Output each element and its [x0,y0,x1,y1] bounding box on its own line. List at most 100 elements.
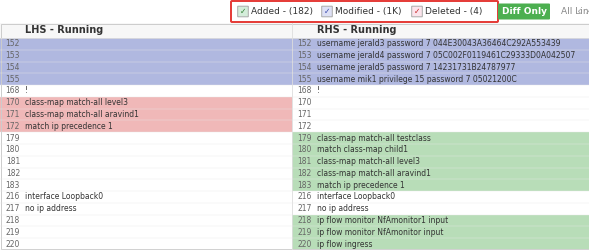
FancyBboxPatch shape [498,4,550,20]
Text: ✓: ✓ [324,7,330,16]
Text: match ip precedence 1: match ip precedence 1 [25,122,112,131]
Text: !: ! [25,86,28,96]
Text: 219: 219 [297,228,312,237]
Text: !: ! [316,86,320,96]
Bar [292,226,589,238]
Text: 179: 179 [297,134,312,142]
Bar [0,62,292,73]
Text: All Lines: All Lines [561,7,589,16]
Text: 182: 182 [6,169,20,178]
FancyBboxPatch shape [231,1,498,22]
Text: 172: 172 [297,122,312,131]
Text: match ip precedence 1: match ip precedence 1 [316,181,404,190]
Bar [292,38,589,50]
Text: class-map match-all testclass: class-map match-all testclass [316,134,431,142]
Text: 182: 182 [297,169,312,178]
Text: match class-map child1: match class-map child1 [316,146,408,154]
Bar [0,50,292,62]
Text: 171: 171 [297,110,312,119]
Text: username jerald4 password 7 05C002F0119461C29333D0A042507: username jerald4 password 7 05C002F01194… [316,51,575,60]
Bar [292,109,589,120]
Text: 172: 172 [6,122,20,131]
Text: 153: 153 [297,51,312,60]
Bar [0,120,292,132]
Bar [0,109,292,120]
Text: class-map match-all level3: class-map match-all level3 [316,157,419,166]
Text: interface Loopback0: interface Loopback0 [316,192,395,202]
Bar [0,203,292,215]
Bar [292,203,589,215]
Text: 220: 220 [6,240,20,248]
Text: ip flow monitor NfAmonitor1 input: ip flow monitor NfAmonitor1 input [316,216,448,225]
Text: Modified - (1K): Modified - (1K) [335,7,402,16]
Bar [292,238,589,250]
Text: no ip address: no ip address [316,204,368,213]
Text: username mik1 privilege 15 password 7 05021200C: username mik1 privilege 15 password 7 05… [316,75,517,84]
Text: 183: 183 [6,181,20,190]
Bar [292,179,589,191]
Text: 181: 181 [297,157,312,166]
Text: 154: 154 [297,63,312,72]
Text: 153: 153 [5,51,20,60]
Text: Diff Only: Diff Only [501,7,547,16]
Bar [292,191,589,203]
Bar [292,62,589,73]
Text: 217: 217 [6,204,20,213]
Text: ✓: ✓ [414,7,420,16]
Text: 154: 154 [5,63,20,72]
Bar [0,179,292,191]
Bar [0,238,292,250]
Text: 155: 155 [5,75,20,84]
Bar [0,144,292,156]
Text: 218: 218 [297,216,312,225]
Text: RHS - Running: RHS - Running [316,26,396,36]
Text: 218: 218 [6,216,20,225]
Bar [292,156,589,168]
Text: 216: 216 [297,192,312,202]
Text: LHS - Running: LHS - Running [25,26,103,36]
Text: ip flow ingress: ip flow ingress [316,240,372,248]
Bar [0,191,292,203]
Text: 180: 180 [297,146,312,154]
Bar [292,168,589,179]
Bar [292,215,589,226]
Bar [292,144,589,156]
Text: 168: 168 [6,86,20,96]
Text: 171: 171 [6,110,20,119]
Text: 168: 168 [297,86,312,96]
Text: 181: 181 [6,157,20,166]
Text: ip flow monitor NfAmonitor input: ip flow monitor NfAmonitor input [316,228,443,237]
Text: class-map match-all aravind1: class-map match-all aravind1 [25,110,139,119]
Text: username jerald5 password 7 14231731B24787977: username jerald5 password 7 14231731B247… [316,63,515,72]
Bar [292,50,589,62]
Text: 180: 180 [6,146,20,154]
FancyBboxPatch shape [322,6,332,17]
Text: no ip address: no ip address [25,204,77,213]
Bar [0,156,292,168]
Text: class-map match-all level3: class-map match-all level3 [25,98,128,107]
Text: ‹: ‹ [577,5,583,18]
Bar [0,85,292,97]
Bar [0,132,292,144]
Text: 152: 152 [297,40,312,48]
Text: ✓: ✓ [240,7,246,16]
Bar [0,23,589,38]
Text: 155: 155 [297,75,312,84]
Bar [292,120,589,132]
Bar [292,73,589,85]
Text: 216: 216 [6,192,20,202]
Bar [0,73,292,85]
Text: 152: 152 [6,40,20,48]
Bar [0,38,292,50]
FancyBboxPatch shape [238,6,249,17]
Text: Deleted - (4): Deleted - (4) [425,7,482,16]
Text: class-map match-all aravind1: class-map match-all aravind1 [316,169,431,178]
Text: 183: 183 [297,181,312,190]
Text: 179: 179 [5,134,20,142]
Bar [0,97,292,109]
Text: 170: 170 [297,98,312,107]
Text: Added - (182): Added - (182) [251,7,313,16]
Text: username jerald3 password 7 044E30043A36464C292A553439: username jerald3 password 7 044E30043A36… [316,40,560,48]
Text: ›: › [584,5,589,18]
Bar [292,85,589,97]
